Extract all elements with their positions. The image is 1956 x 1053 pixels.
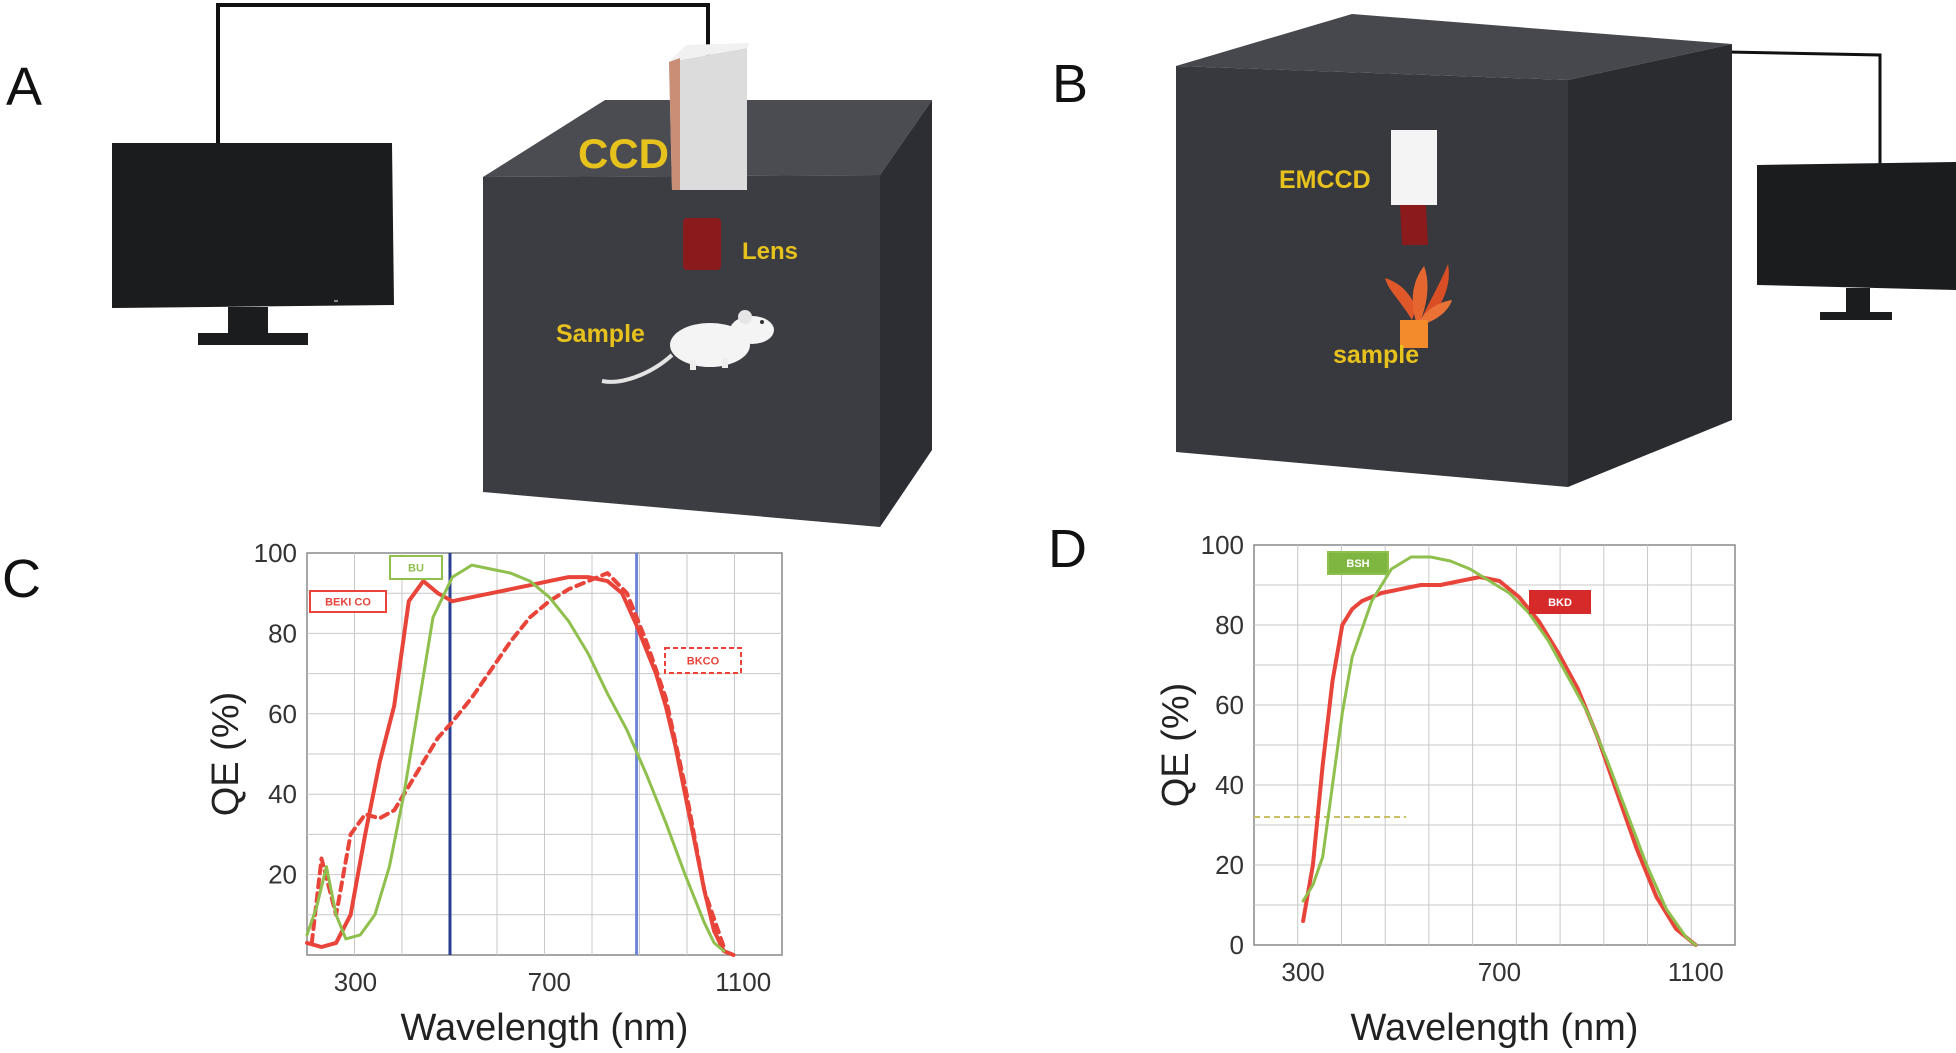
chart-c: BEKI CO BU BKCO 20 40 60 80 100 300 700 1100 QE (%)…	[205, 538, 783, 1049]
emccd-camera	[1391, 130, 1437, 245]
monitor-b	[1757, 162, 1956, 320]
series-line-1	[1301, 575, 1698, 947]
plant-icon	[1385, 264, 1452, 348]
lens-label: Lens	[742, 238, 798, 265]
y-tick-label: 80	[1215, 610, 1244, 640]
legend-box: BKCO	[664, 647, 742, 674]
x-axis-title: Wavelength (nm)	[401, 1007, 689, 1049]
y-axis-title: QE (%)	[1155, 683, 1197, 808]
y-tick-label: 60	[1215, 690, 1244, 720]
series-line-2	[309, 571, 726, 949]
x-tick-label: 300	[1281, 957, 1324, 987]
panel-letter-a: A	[6, 57, 42, 117]
x-tick-label: 700	[1478, 957, 1521, 987]
monitor-a	[112, 143, 394, 345]
x-axis-title: Wavelength (nm)	[1351, 1007, 1639, 1049]
y-tick-label: 100	[254, 538, 297, 568]
y-tick-label: 40	[268, 779, 297, 809]
darkbox-b	[1176, 14, 1732, 487]
x-tick-label: 700	[528, 967, 571, 997]
legend-label: BKD	[1548, 597, 1572, 609]
y-tick-label: 80	[268, 618, 297, 648]
legend-box: BU	[389, 555, 443, 580]
legend-label: BSH	[1346, 558, 1369, 570]
x-tick-label: 300	[334, 967, 377, 997]
legend-label: BU	[408, 563, 424, 575]
emccd-label: EMCCD	[1279, 166, 1371, 194]
y-tick-label: 100	[1201, 530, 1244, 560]
legend-box: BSH	[1327, 551, 1389, 575]
series-line-3	[305, 563, 726, 953]
y-tick-label: 0	[1230, 930, 1244, 960]
panel-c: C BEKI CO BU BKCO 20 40 60 80 100 300 700 1100 QE (…	[2, 538, 783, 1049]
y-axis-title: QE (%)	[205, 692, 247, 817]
legend-box: BEKI CO	[309, 590, 387, 613]
cable-a	[216, 3, 710, 145]
cable-b	[1727, 50, 1882, 168]
panel-letter-d: D	[1048, 519, 1087, 579]
lens	[683, 218, 721, 270]
series-line-2	[1301, 555, 1698, 947]
y-tick-label: 20	[1215, 850, 1244, 880]
panel-letter-b: B	[1052, 54, 1088, 114]
mouse-icon	[601, 310, 774, 384]
panel-a: A CCD Lens	[6, 3, 932, 527]
panel-letter-c: C	[2, 549, 41, 609]
x-tick-label: 1100	[1668, 957, 1724, 987]
y-tick-label: 40	[1215, 770, 1244, 800]
y-tick-label: 20	[268, 860, 297, 890]
legend-label: BKCO	[687, 656, 720, 668]
ccd-camera	[669, 43, 750, 190]
ccd-label: CCD	[578, 130, 669, 177]
y-tick-label: 60	[268, 699, 297, 729]
panel-b: B EMCCD sample	[1052, 14, 1956, 487]
sample-label-a: Sample	[556, 320, 645, 348]
x-tick-label: 1100	[715, 967, 771, 997]
legend-box: BKD	[1529, 590, 1591, 614]
sample-label-b: sample	[1333, 341, 1419, 369]
legend-label: BEKI CO	[325, 597, 371, 609]
panel-d: D BSH BKD 0 20 40 60 80 100 300 700 1100 QE (%) Wave…	[1048, 519, 1736, 1049]
chart-d: BSH BKD 0 20 40 60 80 100 300 700 1100 QE (%) Wavele…	[1155, 530, 1736, 1049]
